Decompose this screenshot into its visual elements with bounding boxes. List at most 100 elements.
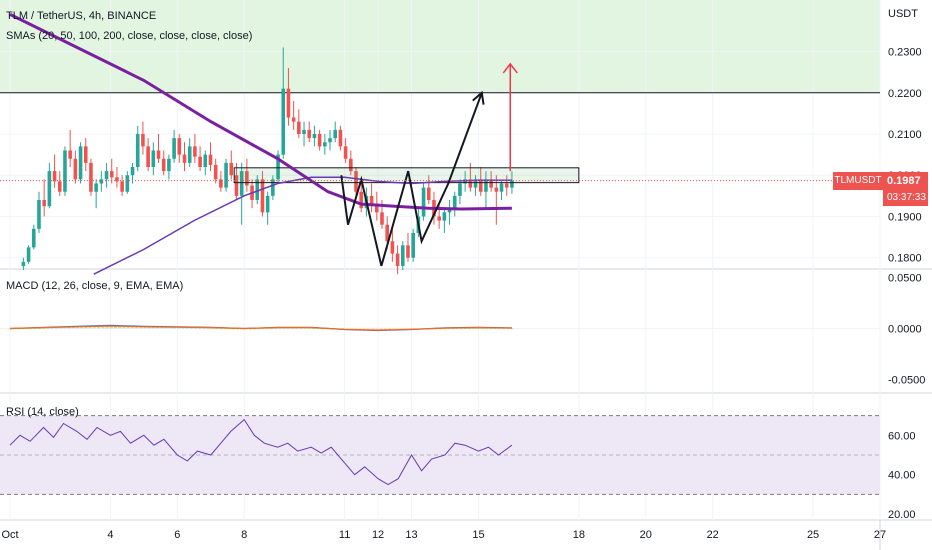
macd-histogram-bar — [139, 327, 143, 329]
candle-body — [395, 253, 400, 266]
macd-histogram-bar — [168, 327, 172, 329]
macd-histogram-bar — [8, 328, 12, 330]
macd-histogram-bar — [274, 327, 278, 329]
macd-histogram-bar — [122, 326, 126, 329]
bar-countdown: 03:37:33 — [883, 190, 928, 206]
candle-body — [151, 150, 156, 167]
macd-axis-label: 0.0000 — [888, 323, 922, 335]
macd-histogram-bar — [358, 328, 362, 330]
macd-histogram-bar — [489, 327, 493, 329]
candle-body — [317, 134, 322, 147]
macd-histogram-bar — [71, 327, 75, 329]
price-axis-label: USDT — [888, 8, 918, 20]
time-axis-label: 12 — [372, 529, 384, 541]
candle-body — [52, 171, 57, 182]
candle-body — [312, 134, 317, 139]
macd-histogram-bar — [202, 327, 206, 329]
candle-body — [89, 162, 93, 192]
macd-histogram-bar — [63, 327, 67, 329]
candle-body — [203, 154, 208, 167]
macd-histogram-bar — [286, 327, 290, 329]
candle-body — [68, 150, 72, 159]
candle-body — [510, 180, 514, 188]
macd-histogram-bar — [151, 327, 155, 329]
candle-body — [109, 171, 114, 178]
macd-axis-label: 0.0500 — [888, 273, 922, 285]
macd-histogram-bar — [270, 327, 274, 329]
candle-body — [323, 142, 327, 147]
rsi-legend[interactable]: RSI (14, close) — [6, 406, 79, 418]
candle-body — [63, 150, 67, 192]
candle-body — [146, 146, 150, 167]
target-arrowhead — [502, 62, 518, 74]
candle-body — [271, 179, 275, 196]
macd-histogram-bar — [59, 327, 63, 329]
macd-histogram-bar — [80, 327, 84, 329]
candle-body — [369, 195, 374, 205]
time-axis-label: 11 — [339, 529, 350, 541]
time-axis-label: 22 — [707, 529, 719, 541]
candle-body — [42, 199, 46, 207]
candle-body — [333, 129, 338, 139]
macd-histogram-bar — [50, 327, 54, 329]
candle-body — [478, 179, 483, 192]
macd-histogram-bar — [307, 327, 311, 329]
macd-histogram-bar — [291, 327, 295, 329]
macd-histogram-bar — [109, 326, 113, 329]
time-axis-label: 20 — [640, 529, 652, 541]
macd-histogram-bar — [42, 327, 46, 329]
price-axis-label: 0.1900 — [888, 211, 922, 223]
candle-body — [359, 191, 364, 209]
macd-histogram-bar — [464, 327, 468, 329]
candle-body — [458, 183, 462, 196]
macd-histogram-bar — [135, 327, 139, 329]
macd-histogram-bar — [261, 328, 265, 330]
sma-legend[interactable]: SMAs (20, 50, 100, 200, close, close, cl… — [6, 30, 253, 42]
candle-body — [349, 158, 353, 172]
macd-histogram-bar — [164, 327, 168, 329]
macd-histogram-bar — [194, 327, 198, 329]
pattern-arrowhead — [472, 90, 485, 105]
macd-histogram-bar — [38, 327, 42, 329]
candle-body — [265, 195, 270, 213]
candle-body — [426, 187, 431, 200]
macd-histogram-bar — [113, 326, 117, 329]
time-axis-label: Oct — [1, 529, 18, 541]
last-price: 0.1987 — [883, 172, 928, 190]
macd-histogram-bar — [485, 327, 489, 329]
macd-histogram-bar — [455, 328, 459, 330]
candle-body — [208, 154, 213, 165]
macd-histogram-bar — [210, 327, 214, 329]
pattern-drawing — [340, 92, 483, 267]
macd-histogram-bar — [388, 328, 392, 330]
macd-histogram-bar — [362, 328, 366, 330]
macd-legend[interactable]: MACD (12, 26, close, 9, EMA, EMA) — [6, 280, 184, 292]
candle-body — [172, 138, 176, 159]
candle-body — [130, 166, 135, 176]
candle-body — [26, 247, 31, 262]
candle-body — [245, 171, 249, 186]
macd-histogram-bar — [493, 327, 497, 329]
candle-body — [260, 179, 265, 213]
macd-histogram-bar — [126, 326, 130, 329]
macd-histogram-bar — [156, 327, 160, 329]
candle-body — [73, 158, 78, 180]
macd-histogram-bar — [367, 328, 371, 330]
macd-histogram-bar — [177, 327, 181, 329]
candle-body — [468, 179, 473, 188]
candle-body — [406, 245, 410, 258]
rsi-axis-label: 60.00 — [888, 430, 916, 442]
macd-histogram-bar — [101, 326, 105, 329]
candle-body — [21, 261, 26, 266]
candle-body — [276, 154, 280, 180]
macd-histogram-bar — [84, 327, 88, 329]
candle-body — [499, 183, 504, 192]
macd-histogram-bar — [130, 327, 134, 329]
macd-histogram-bar — [472, 327, 476, 329]
candle-body — [291, 117, 296, 122]
macd-histogram-bar — [88, 326, 92, 329]
candle-body — [141, 134, 145, 147]
macd-histogram-bar — [312, 327, 316, 329]
candle-body — [219, 179, 223, 188]
